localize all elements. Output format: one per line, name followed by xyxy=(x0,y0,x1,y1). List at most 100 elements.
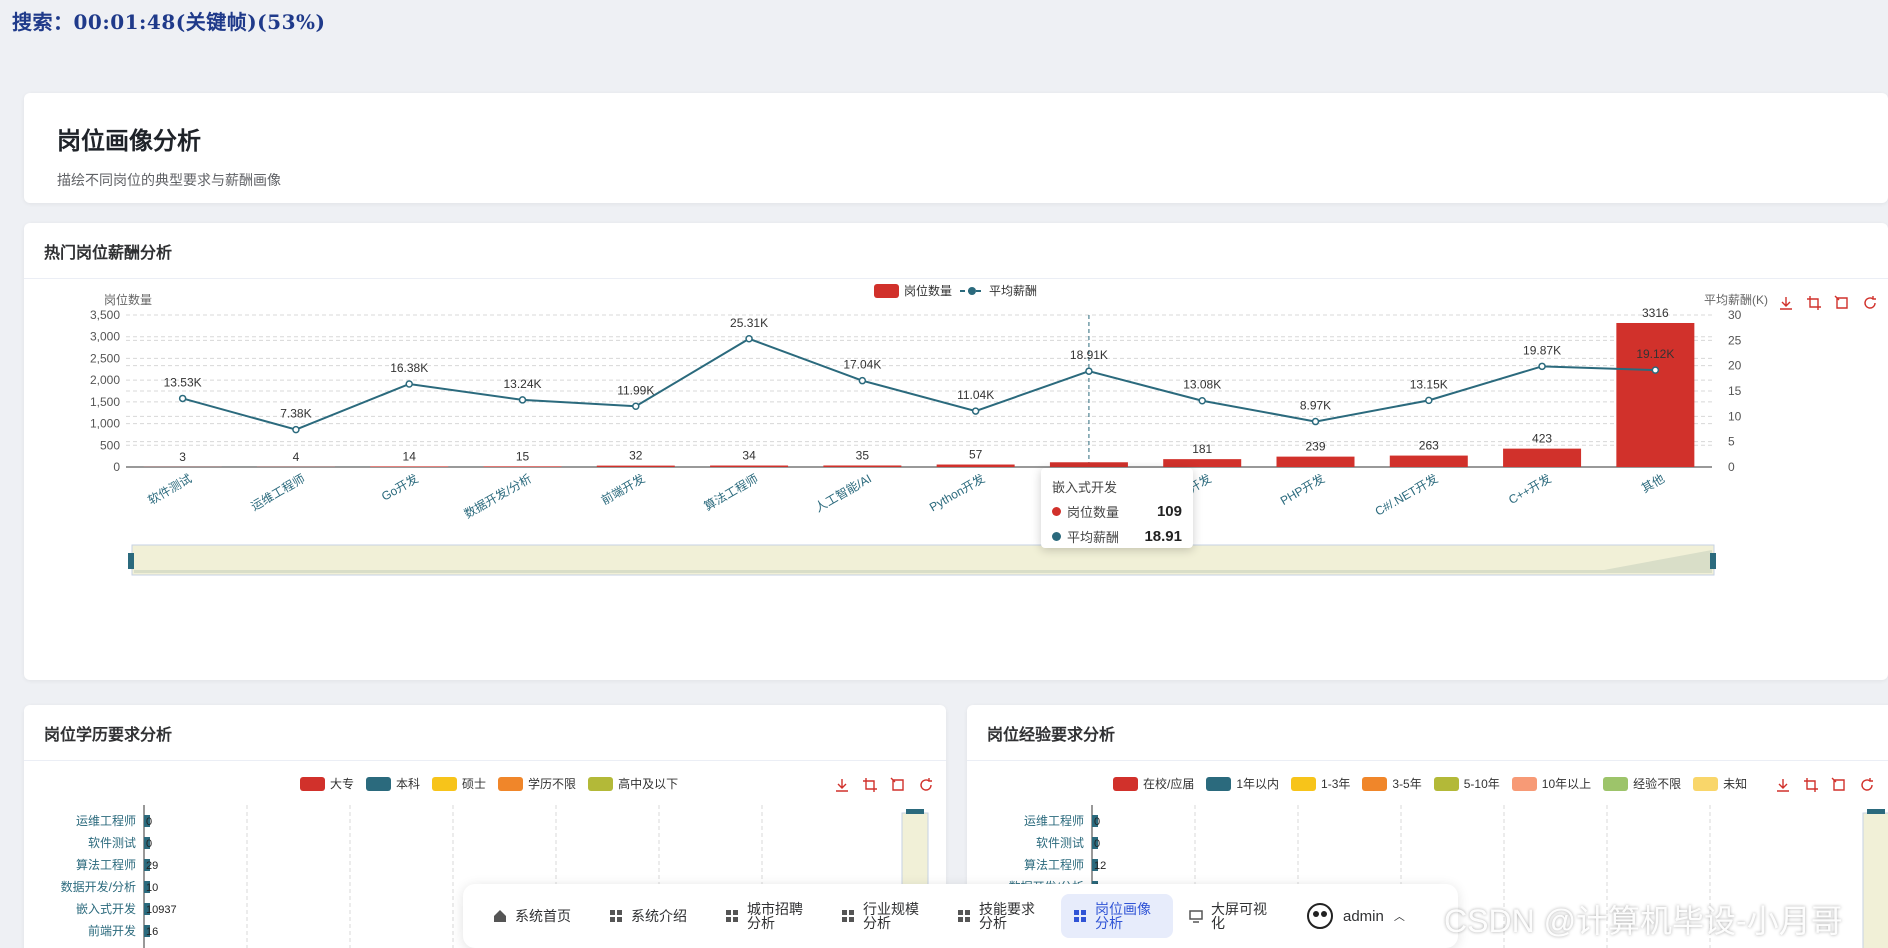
legend-item[interactable]: 1年以内 xyxy=(1206,775,1279,792)
y2-tick-label: 5 xyxy=(1728,435,1735,449)
legend-item[interactable]: 10年以上 xyxy=(1511,775,1591,792)
user-menu[interactable]: admin ︿ xyxy=(1307,903,1405,929)
bar-value-label: 181 xyxy=(1192,442,1212,456)
legend-item[interactable]: 1-3年 xyxy=(1291,775,1350,792)
experience-legend[interactable]: 在校/应届 1年以内 1-3年 3-5年 5-10年 10年以上 经验不限 未知 xyxy=(1113,775,1747,792)
legend-item[interactable]: 未知 xyxy=(1693,775,1747,792)
zoom-icon[interactable] xyxy=(1803,777,1819,793)
salary-value-label: 13.24K xyxy=(503,377,541,391)
chart-legend[interactable]: 岗位数量 平均薪酬 xyxy=(874,283,1037,298)
zoom-icon[interactable] xyxy=(1806,295,1822,311)
salary-point[interactable] xyxy=(178,394,187,403)
salary-point[interactable] xyxy=(405,380,413,388)
legend-item[interactable]: 硕士 xyxy=(432,775,486,792)
legend-item[interactable]: 大专 xyxy=(300,775,354,792)
education-chart-title: 岗位学历要求分析 xyxy=(24,705,946,761)
stack-value-label: 10 xyxy=(146,882,158,894)
slider-handle-left[interactable] xyxy=(128,553,134,569)
chart-tooltip: 嵌入式开发 岗位数量 109 平均薪酬 18.91 xyxy=(1041,468,1193,548)
nav-item-3[interactable]: 行业规模分析 xyxy=(829,894,941,938)
bar-Java开发[interactable] xyxy=(1163,459,1242,467)
bar-数据开发/分析[interactable] xyxy=(483,466,562,467)
legend-label-salary: 平均薪酬 xyxy=(989,284,1037,298)
legend-swatch xyxy=(588,776,614,791)
download-icon[interactable] xyxy=(834,777,850,793)
slider-handle-top[interactable] xyxy=(906,809,924,814)
stack-bar[interactable] xyxy=(144,903,150,915)
legend-item[interactable]: 5-10年 xyxy=(1433,775,1500,792)
bar-人工智能/AI[interactable] xyxy=(823,465,902,467)
bar-算法工程师[interactable] xyxy=(710,465,789,467)
download-icon[interactable] xyxy=(1775,777,1791,793)
x-tick-label: Go开发 xyxy=(379,471,421,504)
zoom-reset-icon[interactable] xyxy=(1834,295,1850,311)
legend-item[interactable]: 高中及以下 xyxy=(588,775,678,792)
zoom-reset-icon[interactable] xyxy=(1831,777,1847,793)
bar-Go开发[interactable] xyxy=(370,466,449,467)
slider-handle-right[interactable] xyxy=(1710,553,1716,569)
legend-item[interactable]: 在校/应届 xyxy=(1113,775,1194,792)
bar-其他[interactable] xyxy=(1616,322,1695,467)
stack-bar[interactable] xyxy=(144,859,150,871)
salary-point[interactable] xyxy=(745,335,753,343)
legend-label: 3-5年 xyxy=(1392,777,1422,791)
legend-item[interactable]: 本科 xyxy=(366,775,420,792)
legend-item[interactable]: 学历不限 xyxy=(498,775,576,792)
zoom-icon[interactable] xyxy=(862,777,878,793)
home-icon xyxy=(494,910,506,922)
salary-point[interactable] xyxy=(1538,362,1546,371)
stack-bar[interactable] xyxy=(1092,859,1098,871)
refresh-icon[interactable] xyxy=(918,777,934,793)
bar-value-label: 423 xyxy=(1532,432,1552,446)
nav-item-6[interactable]: 大屏可视化 xyxy=(1177,894,1289,938)
legend-item[interactable]: 3-5年 xyxy=(1362,775,1422,792)
nav-item-4[interactable]: 技能要求分析 xyxy=(945,894,1057,938)
refresh-icon[interactable] xyxy=(1859,777,1875,793)
slider-handle-top[interactable] xyxy=(1867,809,1885,814)
nav-item-1[interactable]: 系统介绍 xyxy=(597,894,709,938)
bar-value-label: 34 xyxy=(742,449,756,463)
bar-嵌入式开发[interactable] xyxy=(1049,462,1128,467)
nav-item-2[interactable]: 城市招聘分析 xyxy=(713,894,825,938)
nav-label: 系统首页 xyxy=(515,908,571,924)
bar-Python开发[interactable] xyxy=(936,464,1015,467)
stack-bar[interactable] xyxy=(1092,837,1098,849)
salary-point[interactable] xyxy=(1311,417,1320,426)
stack-value-label: 29 xyxy=(146,860,158,872)
salary-point[interactable] xyxy=(1651,366,1660,374)
education-legend[interactable]: 大专 本科 硕士 学历不限 高中及以下 xyxy=(300,775,678,792)
vertical-zoom-slider[interactable] xyxy=(1862,812,1888,948)
download-icon[interactable] xyxy=(1778,295,1794,311)
x-tick-label: 数据开发/分析 xyxy=(461,471,534,522)
stack-bar[interactable] xyxy=(144,881,150,893)
stack-bar[interactable] xyxy=(144,925,150,937)
stack-bar[interactable] xyxy=(144,837,150,849)
legend-label: 高中及以下 xyxy=(618,777,679,791)
legend-item[interactable]: 经验不限 xyxy=(1603,775,1681,792)
salary-point[interactable] xyxy=(971,407,980,415)
salary-point[interactable] xyxy=(1425,396,1433,405)
nav-item-5[interactable]: 岗位画像分析 xyxy=(1061,894,1173,938)
bar-PHP开发[interactable] xyxy=(1276,456,1355,467)
data-zoom-slider[interactable] xyxy=(128,544,1716,576)
salary-point[interactable] xyxy=(518,396,527,404)
bar-value-label: 15 xyxy=(516,449,530,463)
refresh-icon[interactable] xyxy=(1862,295,1878,311)
salary-point[interactable] xyxy=(858,376,867,385)
bar-前端开发[interactable] xyxy=(596,465,675,467)
experience-toolbox xyxy=(1775,777,1875,793)
salary-point[interactable] xyxy=(1085,367,1093,375)
stack-bar[interactable] xyxy=(1092,815,1098,827)
experience-chart[interactable]: 运维工程师0软件测试0算法工程师12数据开发/分析1 xyxy=(967,805,1888,948)
stack-bar[interactable] xyxy=(144,815,150,827)
salary-point[interactable] xyxy=(1198,396,1206,405)
salary-value-label: 13.15K xyxy=(1410,377,1448,391)
zoom-reset-icon[interactable] xyxy=(890,777,906,793)
bar-C#/.NET开发[interactable] xyxy=(1389,455,1468,467)
salary-point[interactable] xyxy=(632,402,640,411)
nav-item-0[interactable]: 系统首页 xyxy=(481,894,593,938)
bar-C++开发[interactable] xyxy=(1503,448,1582,467)
salary-value-label: 25.31K xyxy=(730,316,768,330)
salary-point[interactable] xyxy=(292,425,300,434)
